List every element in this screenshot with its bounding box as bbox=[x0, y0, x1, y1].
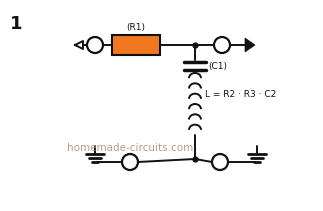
Text: (C1): (C1) bbox=[208, 61, 227, 70]
Polygon shape bbox=[245, 38, 255, 52]
Text: homemade-circuits.com: homemade-circuits.com bbox=[67, 143, 193, 153]
Bar bbox=[112, 35, 160, 55]
Text: 1: 1 bbox=[10, 15, 23, 33]
Text: (R1): (R1) bbox=[127, 23, 145, 32]
Text: L = R2 · R3 · C2: L = R2 · R3 · C2 bbox=[205, 90, 276, 99]
